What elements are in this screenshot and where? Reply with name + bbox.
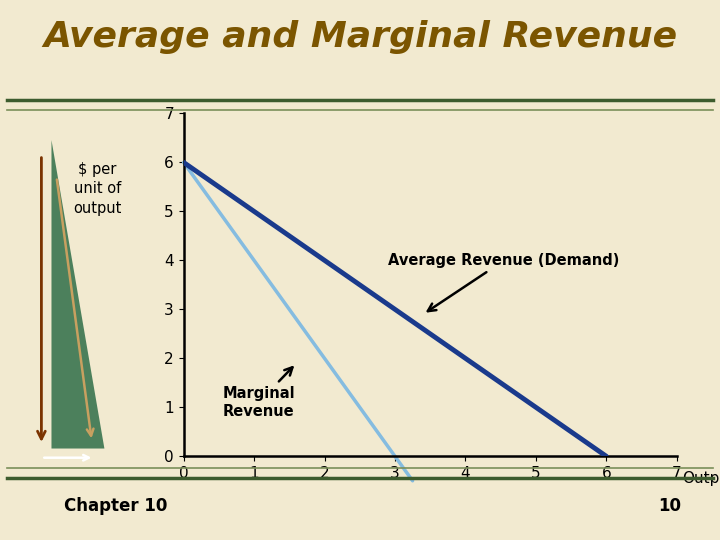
- Polygon shape: [52, 140, 104, 449]
- Text: Output: Output: [683, 471, 720, 486]
- Text: Chapter 10: Chapter 10: [63, 497, 167, 515]
- Text: 10: 10: [658, 497, 681, 515]
- Text: Marginal
Revenue: Marginal Revenue: [222, 367, 295, 418]
- Text: Average and Marginal Revenue: Average and Marginal Revenue: [43, 20, 677, 53]
- Text: $ per
unit of
output: $ per unit of output: [73, 161, 122, 216]
- Text: Average Revenue (Demand): Average Revenue (Demand): [389, 253, 620, 311]
